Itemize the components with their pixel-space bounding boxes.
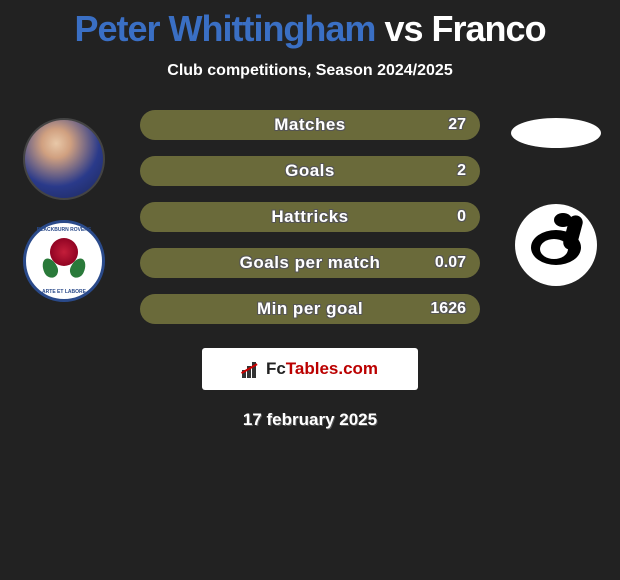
stat-label: Hattricks <box>140 207 480 227</box>
blackburn-crest-icon <box>39 236 89 286</box>
vs-text: vs <box>384 8 422 49</box>
date-text: 17 february 2025 <box>0 410 620 430</box>
player1-avatar <box>23 118 105 200</box>
brand-suffix: Tables.com <box>286 359 378 378</box>
stat-bar: Goals 2 <box>140 156 480 186</box>
subtitle: Club competitions, Season 2024/2025 <box>0 62 620 80</box>
comparison-card: Peter Whittingham vs Franco Club competi… <box>0 0 620 430</box>
stat-label: Min per goal <box>140 299 480 319</box>
stat-bar: Hattricks 0 <box>140 202 480 232</box>
main-row: BLACKBURN ROVERS ARTE ET LABORE Matches … <box>0 110 620 324</box>
player2-avatar-placeholder <box>511 118 601 148</box>
player2-club-badge <box>515 204 597 286</box>
stat-right-value: 1626 <box>430 300 466 318</box>
stat-bar: Goals per match 0.07 <box>140 248 480 278</box>
stat-label: Goals <box>140 161 480 181</box>
page-title: Peter Whittingham vs Franco <box>0 8 620 50</box>
left-column: BLACKBURN ROVERS ARTE ET LABORE <box>4 110 124 302</box>
stat-label: Matches <box>140 115 480 135</box>
stat-right-value: 0.07 <box>435 254 466 272</box>
swan-icon <box>526 215 586 275</box>
club-badge-top-text: BLACKBURN ROVERS <box>26 227 102 233</box>
stat-right-value: 2 <box>457 162 466 180</box>
brand-box: FcTables.com <box>202 348 418 390</box>
right-column <box>496 110 616 286</box>
brand-text: FcTables.com <box>266 359 378 379</box>
stat-right-value: 27 <box>448 116 466 134</box>
stat-bar: Min per goal 1626 <box>140 294 480 324</box>
player1-name: Peter Whittingham <box>74 8 375 49</box>
stat-bar: Matches 27 <box>140 110 480 140</box>
player1-club-badge: BLACKBURN ROVERS ARTE ET LABORE <box>23 220 105 302</box>
brand-prefix: Fc <box>266 359 286 378</box>
stat-label: Goals per match <box>140 253 480 273</box>
stats-column: Matches 27 Goals 2 Hattricks 0 Goals per… <box>124 110 496 324</box>
stat-right-value: 0 <box>457 208 466 226</box>
player2-name: Franco <box>432 8 546 49</box>
club-badge-bottom-text: ARTE ET LABORE <box>26 289 102 295</box>
bar-chart-icon <box>242 360 262 378</box>
